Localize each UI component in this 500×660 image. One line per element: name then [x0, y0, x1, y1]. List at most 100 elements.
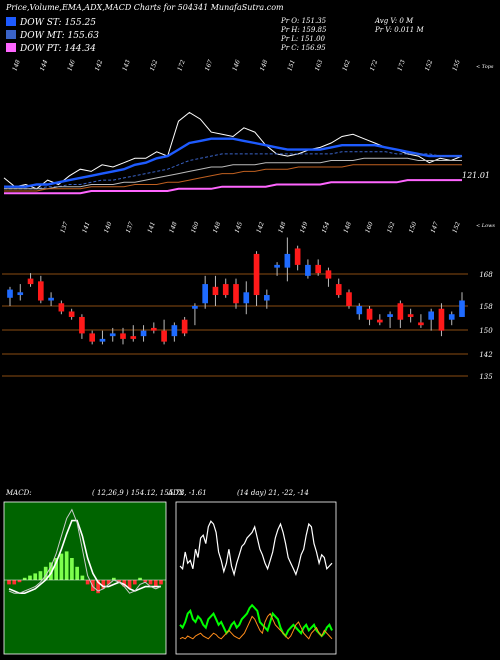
candle-body — [448, 314, 455, 320]
top-label: 163 — [314, 59, 325, 72]
low-label: 137 — [125, 221, 136, 234]
macd-label: MACD: — [6, 489, 32, 497]
candle-body — [202, 284, 209, 304]
top-label: 142 — [94, 59, 105, 72]
legend-swatch-pt — [6, 43, 16, 52]
adx-panel — [175, 501, 337, 655]
candle-body — [109, 333, 116, 337]
top-label: 172 — [369, 59, 380, 72]
candle-body — [58, 303, 65, 312]
candle-body — [284, 253, 291, 268]
macd-line — [8, 508, 162, 594]
candle-body — [181, 319, 188, 334]
top-label: 146 — [66, 59, 77, 72]
low-label: 160 — [364, 221, 375, 234]
top-label: 151 — [286, 59, 296, 72]
ema-series-5 — [4, 179, 462, 195]
top-label: 144 — [39, 59, 50, 72]
candle-body — [459, 300, 465, 317]
top-label: 173 — [396, 59, 407, 72]
candle-body — [171, 325, 178, 337]
low-label: 145 — [234, 221, 245, 234]
macd-histogram-bar — [49, 562, 53, 580]
macd-histogram-bar — [38, 571, 43, 580]
candle-body — [346, 292, 352, 306]
legend-swatch-st — [6, 17, 16, 26]
candle-body — [397, 303, 404, 320]
legend-label-mt: DOW MT: 155.63 — [20, 31, 99, 41]
low-label: 148 — [277, 221, 288, 234]
top-label: 148 — [11, 59, 22, 72]
candle-body — [325, 270, 332, 279]
low-label: 154 — [321, 221, 332, 234]
macd-histogram-bar — [96, 580, 100, 594]
top-label: 143 — [121, 59, 132, 72]
low-label: 148 — [168, 221, 179, 234]
candle-body — [274, 264, 280, 268]
macd-histogram-bar — [132, 580, 137, 585]
candle-body — [407, 314, 414, 317]
candle-body — [89, 333, 96, 342]
ohlc-open: Pr O: 151.35 — [281, 17, 327, 25]
legend-dow-pt: DOW PT: 144.34 — [6, 43, 96, 54]
candle-body — [192, 306, 198, 309]
macd-histogram-bar — [80, 575, 85, 580]
macd-histogram-bar — [101, 580, 106, 589]
candle-body — [140, 330, 147, 337]
adx-params: (14 day) 21, -22, -14 — [237, 489, 309, 497]
top-label: 172 — [176, 59, 187, 72]
legend-dow-st: DOW ST: 155.25 — [6, 17, 96, 28]
ema-panel: 148 144 146 142 143 152 172 167 146 148 151 163 162 1… — [3, 59, 463, 234]
top-label: 162 — [341, 59, 352, 72]
low-label: 149 — [299, 221, 310, 234]
candle-body — [48, 297, 54, 301]
candle-body — [79, 316, 85, 334]
candle-body — [161, 330, 167, 342]
tops-label: < Tops — [476, 64, 494, 70]
macd-histogram-bar — [122, 580, 127, 587]
low-label: 148 — [342, 221, 353, 234]
macd-histogram-bar — [117, 580, 121, 583]
low-label: 141 — [81, 221, 91, 234]
candle-body — [17, 292, 24, 296]
top-label: 152 — [149, 59, 160, 72]
candle-body — [233, 284, 239, 304]
ohlc-low: Pr L: 151.00 — [281, 35, 326, 43]
low-label: 147 — [430, 221, 441, 234]
price-tick-label: 158 — [479, 303, 493, 311]
top-label: 148 — [259, 59, 270, 72]
candle-body — [120, 333, 126, 339]
avg-volume: Avg V: 0 M — [375, 17, 414, 25]
top-label: 152 — [424, 59, 435, 72]
macd-histogram-bar — [85, 580, 90, 585]
macd-histogram-bar — [143, 580, 148, 583]
candle-body — [7, 289, 13, 298]
low-label: 150 — [408, 221, 419, 234]
lows-label: < Lows — [476, 223, 495, 229]
candle-body — [150, 327, 157, 331]
adx-frame — [175, 501, 337, 655]
price-panel: 168 158 150 142 135 — [2, 237, 493, 381]
ema-series-2 — [4, 151, 462, 190]
ema-series-3 — [4, 157, 462, 190]
macd-histogram-bar — [153, 580, 158, 587]
low-label: 142 — [255, 221, 266, 234]
candle-body — [387, 314, 393, 317]
low-label: 137 — [59, 221, 70, 234]
ema-series-4 — [4, 164, 462, 192]
candle-body — [130, 336, 137, 339]
macd-histogram-bar — [22, 577, 27, 580]
ema-series-0 — [3, 111, 463, 190]
candle-body — [263, 295, 270, 301]
macd-histogram-bar — [111, 577, 116, 580]
candle-body — [418, 322, 424, 326]
macd-params: ( 12,26,9 ) 154.12, 155.73, -1.61 — [92, 489, 207, 497]
low-label: 141 — [146, 221, 156, 234]
macd-histogram-bar — [28, 575, 32, 580]
macd-panel — [3, 501, 167, 655]
candle-body — [253, 253, 260, 296]
candle-body — [243, 292, 250, 304]
minus-di-line — [179, 612, 333, 640]
top-label: 146 — [231, 59, 242, 72]
